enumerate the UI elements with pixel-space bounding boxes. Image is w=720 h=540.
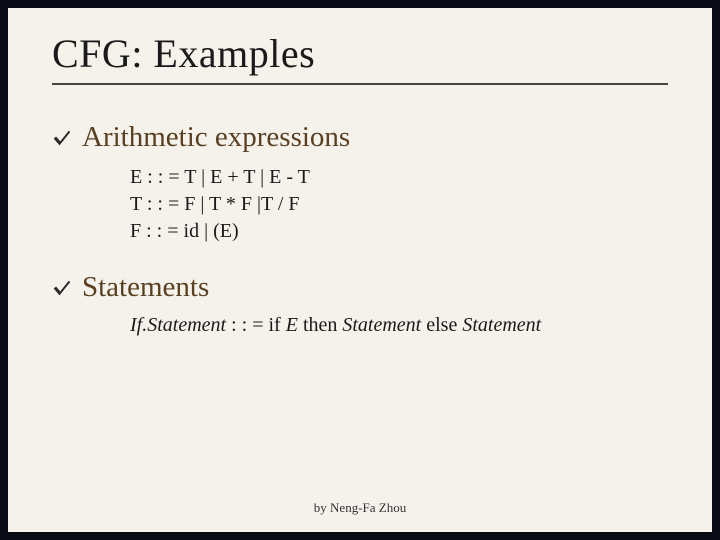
- stmt-E: E: [286, 314, 298, 336]
- statement-line: If.Statement : : = if E then Statement e…: [130, 314, 668, 337]
- stmt-kw-else: else: [421, 314, 462, 336]
- stmt-op: : : =: [226, 314, 268, 336]
- grammar-block: E : : = T | E + T | E - T T : : = F | T …: [130, 164, 668, 245]
- grammar-line: F : : = id | (E): [130, 218, 668, 245]
- slide-title: CFG: Examples: [52, 30, 668, 83]
- title-underline: [52, 83, 668, 85]
- stmt-S2: Statement: [462, 314, 541, 336]
- stmt-S1: Statement: [342, 314, 421, 336]
- section-header: Arithmetic expressions: [52, 121, 668, 154]
- stmt-lhs: If.Statement: [130, 314, 226, 336]
- section-title: Arithmetic expressions: [82, 121, 350, 154]
- footer-author: by Neng-Fa Zhou: [8, 500, 712, 516]
- grammar-line: T : : = F | T * F |T / F: [130, 191, 668, 218]
- section-title: Statements: [82, 271, 209, 304]
- stmt-kw-if: if: [269, 314, 286, 336]
- grammar-line: E : : = T | E + T | E - T: [130, 164, 668, 191]
- section-arithmetic: Arithmetic expressions E : : = T | E + T…: [52, 121, 668, 245]
- stmt-kw-then: then: [298, 314, 342, 336]
- check-icon: [52, 128, 72, 148]
- section-header: Statements: [52, 271, 668, 304]
- section-statements: Statements If.Statement : : = if E then …: [52, 271, 668, 337]
- check-icon: [52, 278, 72, 298]
- slide: CFG: Examples Arithmetic expressions E :…: [8, 8, 712, 532]
